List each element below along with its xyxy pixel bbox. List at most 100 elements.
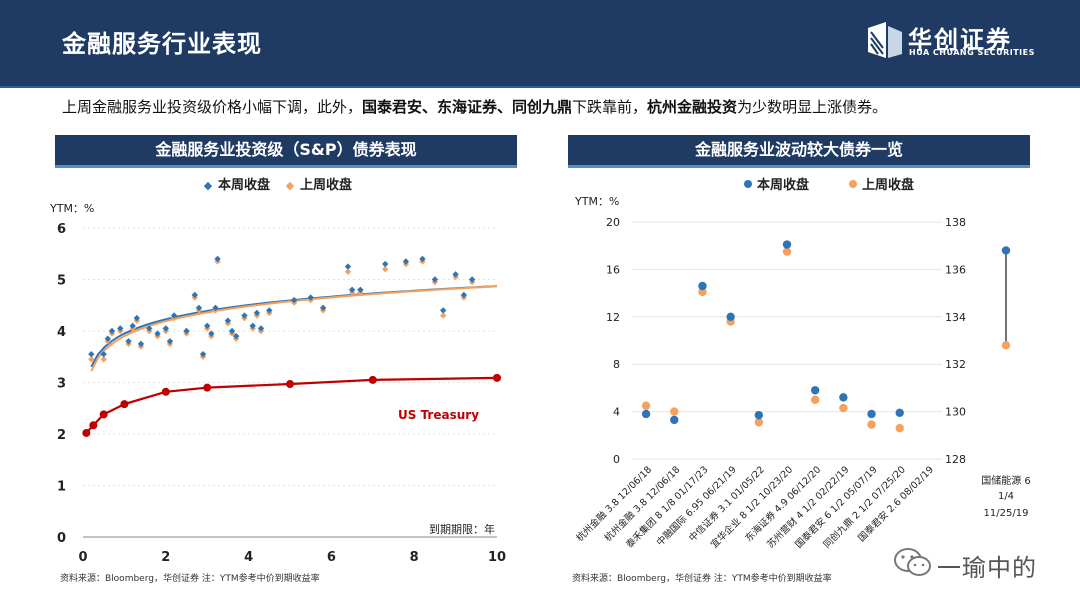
point-this-week [452, 271, 459, 278]
point-this-week [698, 281, 707, 291]
y2-tick-label: 134 [945, 311, 966, 324]
point-last-week [895, 423, 904, 433]
logo-chinese-name: 华创证券 [908, 26, 1012, 54]
point-this-week [162, 325, 169, 332]
point-this-week [726, 312, 735, 321]
secondary-point-last-week [1001, 341, 1011, 350]
brand-logo: 华创证券 HUA CHUANG SECURITIES [864, 20, 1064, 64]
point-this-week [154, 330, 161, 337]
point-this-week [137, 340, 145, 348]
point-this-week [241, 312, 248, 319]
point-last-week [782, 247, 792, 256]
secondary-category-line1: 国储能源 6 [981, 474, 1031, 487]
point-this-week [839, 393, 848, 402]
point-this-week [108, 327, 116, 335]
treasury-point [286, 380, 294, 389]
treasury-point [368, 375, 377, 384]
point-this-week [166, 338, 174, 345]
legend-last-week-marker [849, 180, 857, 188]
point-this-week [307, 294, 314, 301]
treasury-point [89, 421, 98, 430]
point-this-week [253, 309, 261, 317]
point-last-week [382, 266, 389, 273]
y-tick-label: 0 [57, 531, 66, 546]
point-this-week [319, 304, 327, 312]
point-this-week [195, 304, 203, 312]
left-source-note: 资料来源：Bloomberg，华创证券 注：YTM参考中价到期收益率 [60, 574, 320, 584]
y2-tick-label: 128 [945, 453, 966, 466]
treasury-point [99, 410, 108, 419]
x-tick-label: 6 [327, 550, 336, 565]
secondary-category-line3: 11/25/19 [984, 508, 1029, 519]
x-axis-label: 到期期限：年 [429, 522, 495, 536]
y-tick-label: 5 [57, 274, 66, 289]
point-this-week [257, 325, 265, 332]
point-last-week [439, 312, 447, 319]
y2-tick-label: 132 [945, 358, 966, 371]
header-bar: 金融服务行业表现 华创证券 HUA CHUANG SECURITIES [0, 0, 1080, 86]
point-this-week [460, 291, 468, 299]
point-this-week [199, 350, 207, 358]
point-this-week [357, 286, 364, 293]
point-this-week [232, 332, 240, 340]
treasury-point [203, 383, 212, 392]
point-this-week [212, 304, 219, 312]
treasury-point [493, 373, 501, 382]
point-this-week [419, 255, 426, 263]
logo-mark-icon [868, 22, 902, 58]
point-this-week [782, 240, 792, 249]
point-this-week [214, 255, 221, 263]
x-tick-label: 4 [244, 550, 253, 565]
ig-bond-chart: 0 1 2 3 4 5 6 0 2 4 6 8 10 YTM：% 到期期限：年 ◆ 本周收盘 ◆ 上周收盘 US Tr… [49, 177, 506, 565]
point-this-week [431, 276, 439, 283]
summary-part-3: 为少数明显上涨债券。 [737, 98, 888, 116]
point-this-week [117, 325, 124, 332]
point-this-week [100, 350, 107, 358]
y-tick-label: 2 [57, 428, 66, 443]
point-last-week [670, 407, 679, 416]
point-this-week [88, 350, 95, 358]
point-last-week [754, 418, 764, 427]
y-axis-label: YTM：% [49, 202, 94, 215]
header-accent-line [0, 86, 1080, 88]
watermark: 一瑜中的 [893, 546, 1053, 582]
point-this-week [670, 415, 679, 425]
legend-last-week-marker: ◆ [286, 179, 295, 192]
legend-this-week-marker [744, 180, 752, 188]
summary-part-1: 上周金融服务业投资级价格小幅下调，此外， [62, 98, 363, 116]
point-this-week [224, 317, 232, 324]
summary-part-2: 下跌靠前， [572, 98, 648, 116]
wechat-icon [894, 548, 931, 576]
point-this-week [146, 325, 153, 332]
point-last-week [88, 356, 95, 363]
y2-tick-label: 138 [945, 216, 966, 229]
point-this-week [249, 322, 256, 330]
treasury-point [82, 428, 91, 437]
secondary-point-this-week [1001, 246, 1011, 255]
y-tick-label: 4 [57, 325, 66, 340]
y-tick-label: 16 [606, 263, 620, 276]
legend-this-week-marker: ◆ [204, 179, 213, 192]
point-this-week [895, 408, 904, 417]
page-title: 金融服务行业表现 [62, 30, 262, 58]
left-panel-title: 金融服务业投资级（S&P）债券表现 [55, 135, 517, 168]
point-last-week [100, 356, 107, 363]
summary-text: 上周金融服务业投资级价格小幅下调，此外，国泰君安、东海证券、同创九鼎下跌靠前，杭… [62, 96, 887, 117]
legend-last-week-label: 上周收盘 [300, 177, 352, 193]
point-this-week [183, 327, 190, 335]
secondary-category-line2: 1/4 [998, 491, 1014, 502]
right-panel-title: 金融服务业波动较大债券一览 [568, 135, 1030, 168]
x-tick-label: 10 [488, 550, 506, 565]
y-tick-label: 0 [613, 453, 620, 466]
right-source-note: 资料来源：Bloomberg，华创证券 注：YTM参考中价到期收益率 [572, 574, 832, 584]
point-this-week [344, 263, 352, 270]
point-this-week [133, 314, 141, 322]
y-tick-label: 1 [57, 480, 66, 495]
y-tick-label: 12 [606, 311, 620, 324]
legend-last-week-label: 上周收盘 [862, 177, 914, 193]
point-this-week [382, 260, 389, 268]
summary-bold-2: 杭州金融投资 [647, 98, 738, 116]
summary-bold-1: 国泰君安、东海证券、同创九鼎 [362, 98, 573, 116]
point-this-week [208, 330, 215, 337]
